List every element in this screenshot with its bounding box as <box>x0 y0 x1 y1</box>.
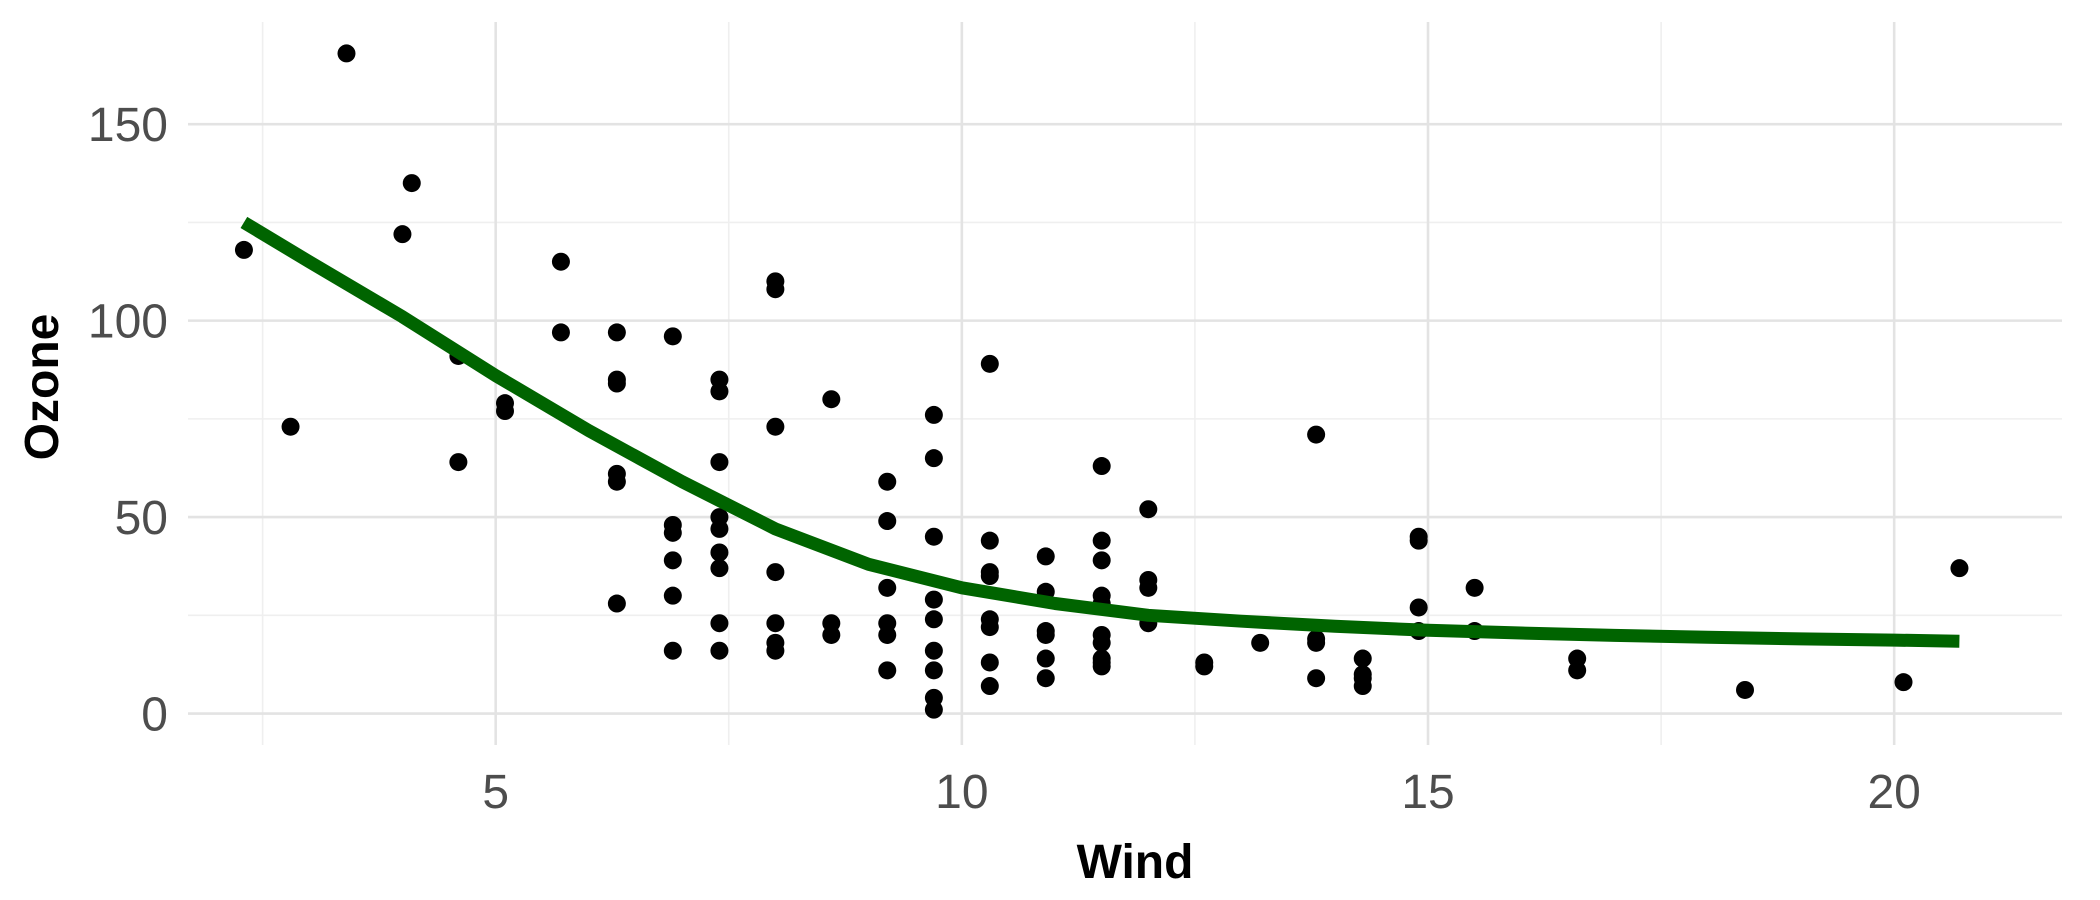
data-point <box>980 618 999 637</box>
data-point <box>878 578 897 597</box>
data-point <box>1036 669 1055 688</box>
data-point <box>710 641 729 660</box>
data-point <box>607 374 626 393</box>
data-points <box>234 44 1969 719</box>
data-point <box>1251 633 1270 652</box>
data-point <box>924 590 943 609</box>
data-point <box>766 563 785 582</box>
data-point <box>337 44 356 63</box>
data-point <box>924 661 943 680</box>
data-point <box>710 519 729 538</box>
data-point <box>980 567 999 586</box>
data-point <box>878 625 897 644</box>
data-point <box>1736 680 1755 699</box>
data-point <box>551 323 570 342</box>
data-point <box>924 641 943 660</box>
data-point <box>1950 559 1969 578</box>
data-point <box>766 614 785 633</box>
data-point <box>1092 457 1111 476</box>
data-point <box>663 586 682 605</box>
x-axis-title: Wind <box>1077 836 1194 889</box>
data-point <box>1036 649 1055 668</box>
data-point <box>924 405 943 424</box>
data-point <box>1353 649 1372 668</box>
data-point <box>663 523 682 542</box>
data-point <box>924 610 943 629</box>
data-point <box>980 354 999 373</box>
y-tick-label: 150 <box>88 99 168 152</box>
data-point <box>607 594 626 613</box>
data-point <box>1036 547 1055 566</box>
data-point <box>1307 425 1326 444</box>
smooth-trend-line <box>240 216 1960 648</box>
data-point <box>710 614 729 633</box>
data-point <box>449 453 468 472</box>
data-point <box>393 225 412 244</box>
x-tick-label: 15 <box>1401 766 1454 819</box>
data-point <box>1894 673 1913 692</box>
data-point <box>924 527 943 546</box>
x-tick-label: 20 <box>1867 766 1920 819</box>
y-axis-title: Ozone <box>16 314 69 461</box>
y-tick-label: 0 <box>141 689 168 742</box>
data-point <box>710 382 729 401</box>
data-point <box>402 174 421 193</box>
data-point <box>980 677 999 696</box>
data-point <box>878 512 897 531</box>
data-point <box>495 402 514 421</box>
data-point <box>663 551 682 570</box>
data-point <box>1307 633 1326 652</box>
data-point <box>607 323 626 342</box>
data-point <box>663 327 682 346</box>
data-point <box>1092 657 1111 676</box>
data-point <box>980 653 999 672</box>
data-point <box>607 472 626 491</box>
data-point <box>1307 669 1326 688</box>
data-point <box>1092 633 1111 652</box>
data-point <box>822 625 841 644</box>
data-point <box>710 453 729 472</box>
data-point <box>924 449 943 468</box>
data-point <box>710 543 729 562</box>
data-point <box>710 559 729 578</box>
data-point <box>1195 657 1214 676</box>
data-point <box>980 531 999 550</box>
data-point <box>1036 625 1055 644</box>
data-point <box>1465 578 1484 597</box>
data-point <box>1092 531 1111 550</box>
data-point <box>924 700 943 719</box>
data-point <box>766 280 785 299</box>
data-point <box>878 661 897 680</box>
data-point <box>878 472 897 491</box>
data-point <box>766 417 785 436</box>
data-point <box>1568 661 1587 680</box>
y-axis-ticks: 0 50 100 150 <box>88 99 168 741</box>
x-axis-ticks: 5 10 15 20 <box>482 766 1921 819</box>
data-point <box>1409 531 1428 550</box>
data-point <box>281 417 300 436</box>
x-tick-label: 10 <box>935 766 988 819</box>
data-point <box>1139 578 1158 597</box>
data-point <box>1092 551 1111 570</box>
data-point <box>822 390 841 409</box>
data-point <box>234 240 253 259</box>
data-point <box>1353 677 1372 696</box>
data-point <box>766 641 785 660</box>
data-point <box>1139 500 1158 519</box>
data-point <box>663 641 682 660</box>
data-point <box>1409 598 1428 617</box>
y-tick-label: 100 <box>88 296 168 349</box>
y-tick-label: 50 <box>115 492 168 545</box>
data-point <box>551 252 570 271</box>
x-tick-label: 5 <box>482 766 509 819</box>
